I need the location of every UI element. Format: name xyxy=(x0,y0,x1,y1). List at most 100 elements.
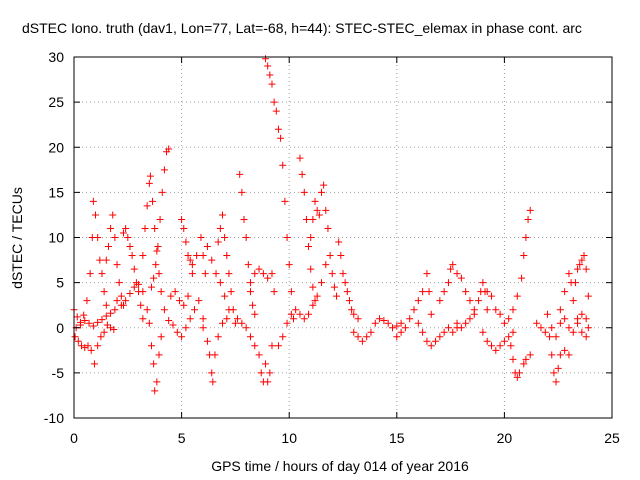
data-point xyxy=(126,243,134,251)
y-tick-label: -10 xyxy=(44,410,64,426)
data-point xyxy=(307,265,315,273)
data-point xyxy=(432,337,440,345)
data-point xyxy=(191,306,199,314)
data-point xyxy=(155,351,163,359)
data-point xyxy=(466,297,474,305)
data-point xyxy=(135,280,143,288)
data-point xyxy=(157,288,165,296)
data-point xyxy=(345,297,353,305)
data-point xyxy=(128,252,136,260)
data-point xyxy=(178,215,186,223)
data-point xyxy=(188,261,196,269)
data-point xyxy=(401,324,409,332)
data-point xyxy=(548,324,556,332)
data-point xyxy=(165,317,173,325)
data-point xyxy=(453,270,461,278)
data-point xyxy=(281,197,289,205)
data-point xyxy=(367,328,375,336)
data-point xyxy=(513,292,521,300)
data-point xyxy=(208,369,216,377)
data-point xyxy=(292,306,300,314)
data-point xyxy=(328,270,336,278)
data-point xyxy=(119,229,127,237)
data-point xyxy=(236,170,244,178)
data-point xyxy=(436,297,444,305)
data-point xyxy=(380,317,388,325)
data-point xyxy=(102,301,110,309)
data-point xyxy=(153,247,161,255)
data-point xyxy=(487,342,495,350)
data-point xyxy=(104,243,112,251)
data-point xyxy=(287,288,295,296)
data-point xyxy=(83,297,91,305)
data-point xyxy=(270,288,278,296)
data-point xyxy=(195,297,203,305)
data-point xyxy=(584,292,592,300)
data-point xyxy=(81,317,89,325)
data-point xyxy=(89,322,97,330)
data-point xyxy=(496,342,504,350)
data-point xyxy=(178,333,186,341)
data-point xyxy=(285,261,293,269)
data-point xyxy=(556,306,564,314)
data-point xyxy=(363,333,371,341)
data-point xyxy=(526,206,534,214)
data-point xyxy=(578,310,586,318)
data-point xyxy=(180,224,188,232)
data-point xyxy=(449,328,457,336)
data-point xyxy=(330,283,338,291)
data-point xyxy=(457,324,465,332)
data-point xyxy=(505,315,513,323)
data-point xyxy=(509,355,517,363)
data-point xyxy=(440,288,448,296)
data-point xyxy=(322,261,330,269)
data-point xyxy=(193,252,201,260)
data-point xyxy=(479,279,487,287)
data-point xyxy=(324,224,332,232)
data-point xyxy=(341,279,349,287)
data-point xyxy=(268,342,276,350)
data-point xyxy=(561,288,569,296)
data-point xyxy=(520,252,528,260)
data-point xyxy=(576,261,584,269)
data-point xyxy=(264,274,272,282)
data-point xyxy=(546,333,554,341)
data-point xyxy=(496,310,504,318)
data-point xyxy=(225,270,233,278)
data-point xyxy=(556,319,564,327)
axis-ticks: 0 5 10 15 20 25 -10 -5 0 5 10 15 20 25 30 xyxy=(44,49,620,446)
data-point xyxy=(309,283,317,291)
data-point xyxy=(444,324,452,332)
data-point xyxy=(569,297,577,305)
data-point xyxy=(414,319,422,327)
x-tick-label: 10 xyxy=(281,430,297,446)
data-point xyxy=(358,337,366,345)
data-point xyxy=(117,292,125,300)
data-point xyxy=(169,321,177,329)
data-point xyxy=(320,181,328,189)
data-point xyxy=(96,256,104,264)
data-point xyxy=(453,319,461,327)
data-point xyxy=(145,319,153,327)
data-point xyxy=(307,234,315,241)
data-point xyxy=(111,234,119,241)
data-point xyxy=(221,234,229,241)
data-point xyxy=(262,55,270,63)
data-point xyxy=(155,270,163,278)
data-point xyxy=(73,313,81,321)
data-point xyxy=(470,310,478,318)
data-point xyxy=(410,306,418,314)
data-point xyxy=(425,288,433,296)
data-point xyxy=(552,333,560,341)
data-point xyxy=(173,328,181,336)
data-point xyxy=(574,265,582,273)
data-point xyxy=(543,310,551,318)
data-point xyxy=(184,292,192,300)
data-point xyxy=(115,279,123,287)
data-point xyxy=(107,224,115,232)
data-point xyxy=(150,360,158,368)
data-point xyxy=(167,292,175,300)
data-point xyxy=(216,279,224,287)
data-point xyxy=(419,288,427,296)
data-point xyxy=(447,265,455,273)
